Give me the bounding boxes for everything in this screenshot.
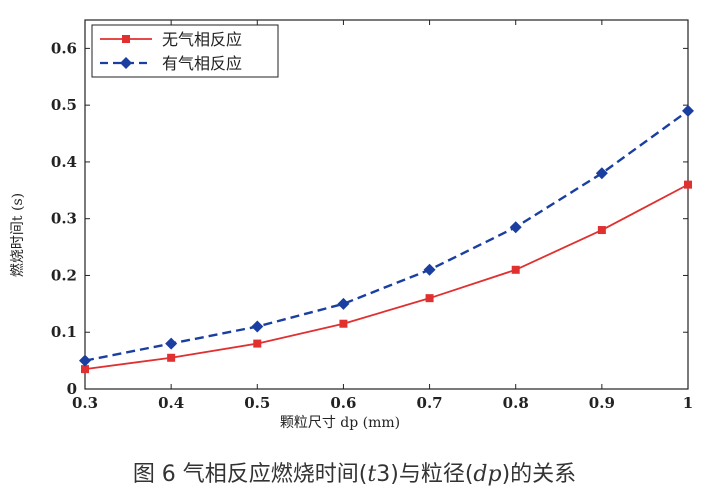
- x-axis: 0.3 0.4 0.5 0.6 0.7 0.8 0.9 1: [72, 20, 693, 412]
- data-point-series-1: [597, 226, 606, 235]
- legend-marker-series-1: [122, 35, 130, 43]
- plot-area: [84, 19, 689, 390]
- data-point-series-2: [509, 221, 522, 234]
- y-tick-label: 0.6: [51, 39, 77, 57]
- x-tick-label: 0.5: [244, 394, 270, 412]
- figure-caption: 图 6 气相反应燃烧时间(t3)与粒径(dp)的关系: [0, 456, 709, 488]
- x-tick-label: 0.3: [72, 394, 98, 412]
- x-tick-label: 0.9: [589, 394, 615, 412]
- y-tick-label: 0.1: [51, 323, 77, 341]
- series-line-2: [84, 109, 689, 362]
- y-tick-label: 0.5: [51, 96, 77, 114]
- x-tick-label: 0.8: [503, 394, 529, 412]
- legend-label-series-1: 无气相反应: [162, 30, 242, 49]
- data-point-series-1: [81, 365, 89, 374]
- data-point-series-2: [423, 263, 436, 276]
- legend-box: [91, 24, 279, 78]
- legend: 无气相反应 有气相反应: [91, 24, 279, 78]
- series-line-1: [84, 183, 689, 371]
- caption-var-t: t: [367, 462, 377, 487]
- y-axis-label: 燃烧时间t (s): [9, 193, 26, 277]
- x-axis-label: 颗粒尺寸 dp (mm): [280, 415, 400, 431]
- data-point-series-1: [425, 294, 434, 303]
- x-tick-label: 1: [683, 394, 693, 412]
- x-tick-label: 0.4: [158, 394, 184, 412]
- series-layer: [79, 104, 694, 374]
- x-tick-label: 0.6: [330, 394, 356, 412]
- data-point-series-1: [253, 339, 262, 348]
- caption-suffix: )的关系: [501, 462, 577, 487]
- data-point-series-2: [337, 297, 350, 310]
- data-point-series-1: [339, 319, 348, 328]
- line-chart: 00.10.20.30.40.50.6 0.3 0.4 0.5 0.6 0.7 0.8 0.…: [9, 19, 694, 431]
- y-axis: 0 0.1 0.2 0.3 0.4 0.5 0.6: [51, 39, 688, 398]
- legend-marker-series-2: [120, 57, 132, 69]
- data-point-series-2: [79, 354, 91, 367]
- caption-middle: )与粒径(: [390, 462, 474, 487]
- x-tick-label: 0.7: [417, 394, 443, 412]
- data-point-series-2: [251, 320, 264, 333]
- data-point-series-2: [165, 337, 178, 350]
- y-tick-label: 0.3: [51, 210, 77, 228]
- y-tick-label: 0.4: [51, 153, 77, 171]
- y-tick-label: 0.2: [51, 266, 77, 284]
- data-point-series-2: [682, 104, 694, 117]
- y-tick-label: 0: [67, 380, 77, 398]
- data-point-series-1: [511, 265, 520, 274]
- legend-label-series-2: 有气相反应: [162, 54, 242, 73]
- caption-prefix: 图 6 气相反应燃烧时间(: [132, 462, 368, 487]
- data-point-series-2: [595, 167, 608, 180]
- data-point-series-1: [684, 180, 692, 189]
- data-point-series-1: [167, 353, 176, 362]
- caption-num: 3: [376, 462, 391, 487]
- caption-var-dp: dp: [473, 462, 502, 487]
